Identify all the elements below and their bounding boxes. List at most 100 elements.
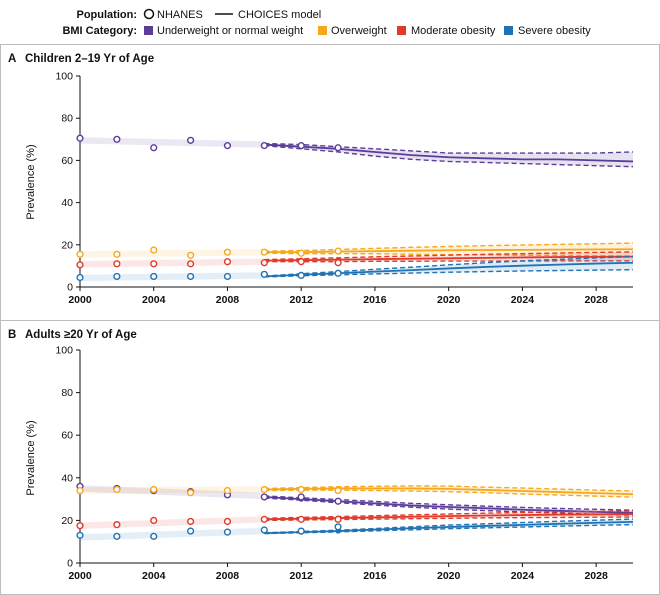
panel-a-severe-obesity-trend-band bbox=[80, 272, 265, 282]
panel-a-underweight-or-normal-weight-nhanes-point bbox=[297, 142, 305, 150]
panel-a-plot: 0 20 40 60 80 100 2000 2004 2008 2012 2016 2020 2024… bbox=[55, 71, 634, 306]
legend-item-underweight-normal: Underweight or normal weight bbox=[157, 25, 303, 37]
panel-b-x-tick-label: 2000 bbox=[68, 570, 92, 582]
panel-b-y-tick-label: 100 bbox=[55, 345, 73, 357]
legend-bmi-label: BMI Category: bbox=[62, 25, 137, 37]
panel-a-x-tick-label: 2020 bbox=[437, 294, 461, 306]
panel-a-underweight-or-normal-weight-model-line bbox=[264, 143, 634, 163]
panel-b-severe-obesity-nhanes-point bbox=[113, 532, 121, 540]
panel-a-underweight-or-normal-weight-trend-band bbox=[80, 137, 265, 148]
panel-b-overweight-nhanes-point bbox=[334, 486, 342, 495]
panel-a-x-tick-label: 2016 bbox=[363, 294, 387, 306]
panel-b-underweight-or-normal-weight-nhanes-point bbox=[297, 493, 305, 501]
panel-b-moderate-obesity-nhanes-point bbox=[260, 515, 268, 523]
panel-a-moderate-obesity-model-line bbox=[264, 255, 634, 262]
panel-b-underweight-or-normal-weight-trend-band bbox=[80, 485, 265, 500]
panel-a-moderate-obesity-ci-lower bbox=[264, 260, 633, 263]
legend-model-label: CHOICES model bbox=[238, 9, 321, 21]
panel-b-letter: B bbox=[8, 329, 16, 341]
panel-a-x-tick-label: 2008 bbox=[216, 294, 240, 306]
panel-b-moderate-obesity-trend-band bbox=[80, 516, 265, 529]
panel-a-underweight-or-normal-weight-ci-band bbox=[264, 143, 633, 167]
panel-a-x-tick-label: 2024 bbox=[511, 294, 535, 306]
panel-b-overweight-nhanes-point bbox=[150, 485, 158, 494]
panel-b-y-axis-label: Prevalence (%) bbox=[25, 420, 37, 495]
panel-a-underweight-or-normal-weight-nhanes-point bbox=[113, 135, 121, 143]
panel-a-moderate-obesity-nhanes-point bbox=[76, 261, 84, 269]
panel-b-moderate-obesity-ci-lower bbox=[264, 516, 634, 522]
panel-a-underweight-or-normal-weight-nhanes-point bbox=[150, 144, 158, 152]
panel-a-x-tick-label: 2012 bbox=[290, 294, 314, 306]
panel-a-severe-obesity-nhanes-point bbox=[76, 273, 84, 282]
panel-a-severe-obesity-nhanes-point bbox=[297, 271, 305, 279]
panel-b-y-tick-label: 20 bbox=[61, 515, 73, 527]
panel-a-x-tick-label: 2004 bbox=[142, 294, 166, 306]
panel-b-x-tick-label: 2020 bbox=[437, 570, 461, 582]
panel-a-underweight-or-normal-weight-ci-lower bbox=[264, 144, 634, 168]
legend-nhanes-marker-icon bbox=[143, 8, 155, 20]
panel-a-overweight-nhanes-point bbox=[260, 248, 268, 256]
panel-b-x-tick-label: 2024 bbox=[511, 570, 535, 582]
panel-a-letter: A bbox=[8, 53, 16, 65]
panel-a-severe-obesity-nhanes-point bbox=[187, 272, 195, 281]
panel-b-overweight-nhanes-point bbox=[297, 485, 305, 494]
panel-a-severe-obesity-nhanes-point bbox=[334, 269, 342, 277]
legend-swatch-moderate-obesity bbox=[397, 26, 406, 35]
panel-b-overweight-ci-upper bbox=[264, 485, 634, 492]
panel-a-overweight-nhanes-point bbox=[187, 251, 195, 259]
panel-a-moderate-obesity-nhanes-point bbox=[223, 258, 232, 266]
panel-a-underweight-or-normal-weight-nhanes-point bbox=[223, 142, 232, 150]
panel-a-y-tick-label: 20 bbox=[61, 239, 73, 251]
panel-b-overweight-trend-band bbox=[80, 486, 265, 494]
panel-b-severe-obesity-ci-upper bbox=[264, 518, 634, 534]
panel-b-severe-obesity-nhanes-point bbox=[260, 526, 268, 534]
panel-b-overweight-ci-lower bbox=[264, 489, 634, 498]
panel-a-moderate-obesity-nhanes-point bbox=[334, 259, 342, 267]
panel-b-moderate-obesity-nhanes-point bbox=[223, 517, 232, 526]
panel-b-underweight-or-normal-weight-ci-lower bbox=[264, 497, 634, 516]
panel-b-x-tick-label: 2012 bbox=[290, 570, 314, 582]
panel-a-moderate-obesity-ci-upper bbox=[264, 251, 634, 261]
panel-b-severe-obesity-model-line bbox=[264, 520, 634, 535]
panel-b-title: Adults ≥20 Yr of Age bbox=[25, 329, 137, 341]
panel-b-underweight-or-normal-weight-ci-upper bbox=[264, 495, 634, 511]
panel-b-underweight-or-normal-weight-nhanes-point bbox=[334, 497, 342, 505]
panel-b-plot: 0 20 40 60 80 100 2000 2004 2008 2012 2016 2020 2024… bbox=[55, 345, 634, 582]
panel-b-severe-obesity-nhanes-point bbox=[150, 532, 158, 540]
panel-b-severe-obesity-nhanes-point bbox=[76, 531, 84, 539]
panel-b-x-tick-label: 2016 bbox=[363, 570, 387, 582]
legend-swatch-severe-obesity bbox=[504, 26, 513, 35]
panel-b-overweight-nhanes-point bbox=[260, 485, 268, 494]
panel-a-severe-obesity-ci-lower bbox=[264, 268, 634, 278]
legend-swatch-underweight-normal bbox=[144, 26, 153, 35]
panel-a-moderate-obesity-nhanes-point bbox=[187, 260, 195, 268]
panel-a-y-tick-label: 0 bbox=[67, 282, 73, 294]
panel-b-moderate-obesity-nhanes-point bbox=[150, 516, 158, 525]
panel-a-severe-obesity-nhanes-point bbox=[223, 272, 232, 281]
panel-a-overweight-nhanes-point bbox=[113, 250, 121, 258]
panel-a-underweight-or-normal-weight-nhanes-point bbox=[187, 136, 195, 144]
panel-b-moderate-obesity-nhanes-point bbox=[76, 522, 84, 530]
panel-a-moderate-obesity-nhanes-point bbox=[113, 260, 121, 268]
panel-b-overweight-model-line bbox=[264, 487, 634, 496]
panel-a-title: Children 2–19 Yr of Age bbox=[25, 53, 154, 65]
panel-a-underweight-or-normal-weight-nhanes-point bbox=[260, 142, 268, 150]
legend: Population: NHANES CHOICES model BMI Cat… bbox=[62, 8, 591, 37]
legend-item-overweight: Overweight bbox=[331, 25, 387, 37]
panel-a-x-tick-label: 2000 bbox=[68, 294, 92, 306]
panel-b-moderate-obesity-ci-upper bbox=[264, 510, 634, 519]
panel-b-moderate-obesity-nhanes-point bbox=[334, 515, 342, 523]
panel-a-overweight-nhanes-point bbox=[150, 246, 158, 254]
panel-b-severe-obesity-nhanes-point bbox=[187, 527, 195, 535]
panel-a-overweight-nhanes-point bbox=[76, 250, 84, 258]
panel-b-severe-obesity-nhanes-point bbox=[297, 527, 305, 535]
panel-a-moderate-obesity-nhanes-point bbox=[260, 259, 268, 267]
panel-b-x-tick-label: 2008 bbox=[216, 570, 240, 582]
panel-a-y-tick-label: 60 bbox=[61, 155, 73, 167]
panel-b-x-tick-label: 2004 bbox=[142, 570, 166, 582]
panel-a-overweight-nhanes-point bbox=[297, 249, 305, 257]
panel-b-overweight-nhanes-point bbox=[76, 486, 84, 495]
panel-b-moderate-obesity-nhanes-point bbox=[187, 517, 195, 526]
panel-a-y-tick-label: 80 bbox=[61, 113, 73, 125]
